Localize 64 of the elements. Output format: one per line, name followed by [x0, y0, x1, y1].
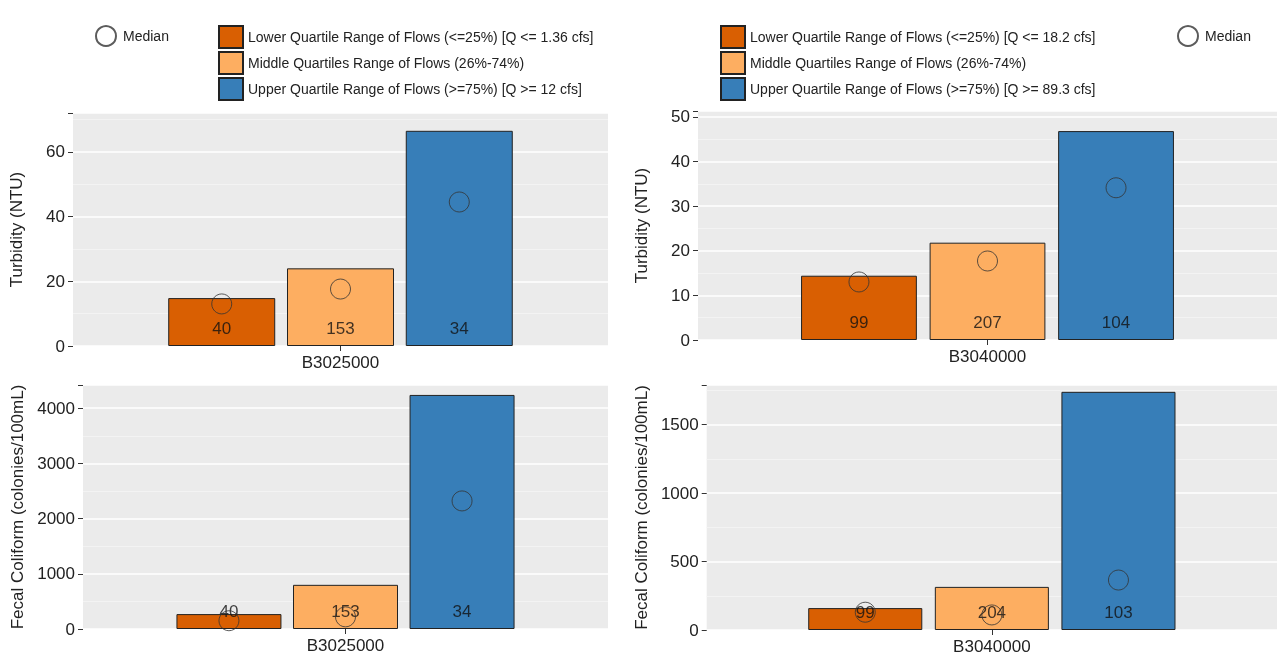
y-tick-label: 60 [46, 142, 65, 162]
annotation: 153 [331, 602, 360, 621]
legend-label: Median [1205, 28, 1251, 44]
legend-label: Lower Quartile Range of Flows (<=25%) [Q <= 1.36 cfs] [248, 29, 594, 45]
bar [1058, 131, 1174, 340]
legend-label: Lower Quartile Range of Flows (<=25%) [Q <= 18.2 cfs] [750, 29, 1096, 45]
x-tick-label: B3040000 [948, 347, 1027, 366]
annotation: 99 [849, 313, 869, 332]
bar [293, 584, 398, 629]
y-tick-label: 2000 [37, 509, 75, 529]
bar [929, 242, 1046, 340]
legend-label: Upper Quartile Range of Flows (>=75%) [Q >= 89.3 cfs] [750, 81, 1096, 97]
y-tick-label: 1000 [660, 483, 699, 503]
bar [287, 268, 394, 346]
x-tick-label: B3040000 [953, 637, 1031, 656]
y-tick-label: 3000 [37, 453, 75, 473]
bar [1061, 391, 1176, 630]
annotation: 99 [855, 603, 875, 622]
y-axis-title: Fecal Coliform (colonies/100mL) [8, 384, 28, 630]
bar [405, 130, 513, 346]
y-tick-label: 0 [65, 619, 75, 639]
y-tick-label: 0 [55, 336, 65, 356]
y-axis-title: Turbidity (NTU) [7, 171, 26, 288]
point [448, 191, 470, 213]
y-tick-label: 4000 [37, 398, 75, 418]
y-tick-label: 500 [670, 552, 699, 572]
bar [934, 586, 1049, 630]
y-tick-label: 10 [671, 285, 690, 305]
bar [801, 275, 917, 340]
point [1107, 569, 1129, 591]
y-tick-label: 50 [671, 107, 690, 127]
x-tick-label: B3025000 [306, 636, 385, 655]
annotation: 153 [326, 319, 355, 338]
y-tick-label: 40 [46, 207, 65, 227]
y-tick-label: 1000 [37, 564, 75, 584]
legend-label: Median [123, 28, 169, 44]
bar [168, 298, 276, 346]
y-tick-label: 0 [680, 330, 690, 350]
y-tick-label: 30 [671, 196, 690, 216]
annotation: 40 [212, 319, 232, 338]
annotation: 34 [452, 602, 472, 621]
y-tick-label: 40 [671, 151, 690, 171]
point [1105, 177, 1127, 199]
legend-label: Middle Quartiles Range of Flows (26%-74%) [750, 55, 1027, 71]
legend-label: Middle Quartiles Range of Flows (26%-74%) [248, 55, 525, 71]
y-tick-label: 20 [671, 241, 690, 261]
annotation: 34 [449, 319, 469, 338]
annotation: 207 [973, 313, 1002, 332]
legend-label: Upper Quartile Range of Flows (>=75%) [Q >= 12 cfs] [248, 81, 582, 97]
y-axis-title: Fecal Coliform (colonies/100mL) [632, 385, 651, 630]
y-tick-label: 1500 [660, 415, 699, 435]
point [848, 271, 870, 293]
y-tick-label: 0 [689, 620, 699, 640]
y-tick-label: 20 [46, 271, 65, 291]
annotation: 103 [1104, 603, 1133, 622]
point [451, 490, 473, 512]
bar [409, 394, 515, 629]
point [211, 293, 233, 315]
y-axis-title: Turbidity (NTU) [632, 167, 651, 284]
bar [808, 608, 923, 630]
annotation: 104 [1101, 313, 1131, 332]
x-tick-label: B3025000 [301, 353, 380, 372]
point [977, 250, 998, 272]
point [330, 278, 351, 300]
